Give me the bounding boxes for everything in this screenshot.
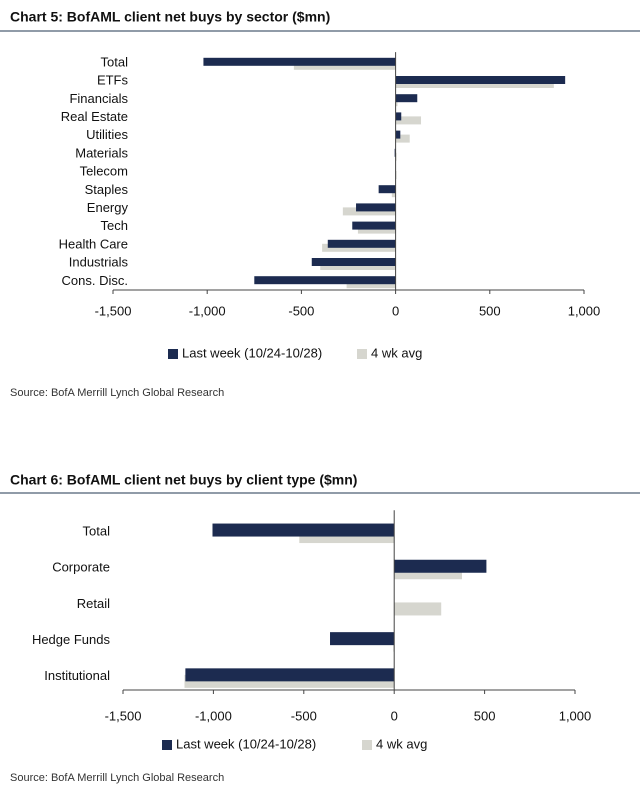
x-tick-label: -1,000 (189, 303, 226, 318)
bar (203, 57, 396, 66)
y-tick-label: Utilities (86, 127, 128, 142)
y-tick-label: ETFs (97, 73, 129, 88)
x-tick-label: -1,500 (105, 708, 142, 723)
bar (254, 276, 396, 285)
y-tick-label: Industrials (69, 255, 129, 270)
x-tick-label: -500 (288, 303, 314, 318)
source-note: Source: BofA Merrill Lynch Global Resear… (10, 772, 224, 784)
bar (212, 523, 395, 537)
bar (395, 134, 410, 143)
x-tick-label: -1,500 (95, 303, 132, 318)
x-tick-label: 500 (479, 303, 501, 318)
bar (352, 221, 396, 230)
y-tick-label: Corporate (52, 560, 110, 575)
y-tick-label: Retail (77, 596, 110, 611)
y-tick-label: Total (101, 54, 129, 69)
y-tick-label: Real Estate (61, 109, 128, 124)
bar (327, 239, 396, 248)
bar (394, 602, 442, 616)
legend-label: 4 wk avg (371, 345, 422, 360)
y-tick-label: Tech (101, 218, 128, 233)
bar (378, 185, 396, 194)
x-tick-label: 500 (474, 708, 496, 723)
bar (394, 559, 487, 573)
y-tick-label: Total (83, 523, 111, 538)
y-tick-label: Telecom (80, 164, 128, 179)
x-tick-label: 1,000 (568, 303, 601, 318)
x-tick-label: 0 (392, 303, 399, 318)
legend-label: Last week (10/24-10/28) (176, 736, 316, 751)
x-tick-label: 0 (391, 708, 398, 723)
chart-title: Chart 6: BofAML client net buys by clien… (10, 472, 357, 488)
y-tick-label: Materials (75, 145, 128, 160)
y-tick-label: Cons. Disc. (62, 273, 128, 288)
y-tick-label: Energy (87, 200, 129, 215)
legend-swatch (362, 740, 372, 750)
bar (395, 112, 402, 121)
legend-label: Last week (10/24-10/28) (182, 345, 322, 360)
y-tick-label: Staples (85, 182, 129, 197)
y-tick-label: Health Care (59, 236, 128, 251)
bar (395, 94, 418, 103)
y-tick-label: Financials (69, 91, 128, 106)
bar (395, 116, 422, 125)
y-tick-label: Institutional (44, 668, 110, 683)
legend-swatch (168, 349, 178, 359)
legend-swatch (357, 349, 367, 359)
bar (356, 203, 396, 212)
bar (395, 76, 566, 84)
bar (330, 632, 395, 646)
bar (395, 130, 401, 139)
bar (185, 668, 395, 682)
x-tick-label: 1,000 (559, 708, 592, 723)
y-tick-label: Hedge Funds (32, 632, 111, 647)
legend-label: 4 wk avg (376, 736, 427, 751)
chart-title: Chart 5: BofAML client net buys by secto… (10, 9, 330, 25)
source-note: Source: BofA Merrill Lynch Global Resear… (10, 387, 224, 399)
x-tick-label: -1,000 (195, 708, 232, 723)
legend-swatch (162, 740, 172, 750)
x-tick-label: -500 (291, 708, 317, 723)
bar (311, 258, 396, 266)
